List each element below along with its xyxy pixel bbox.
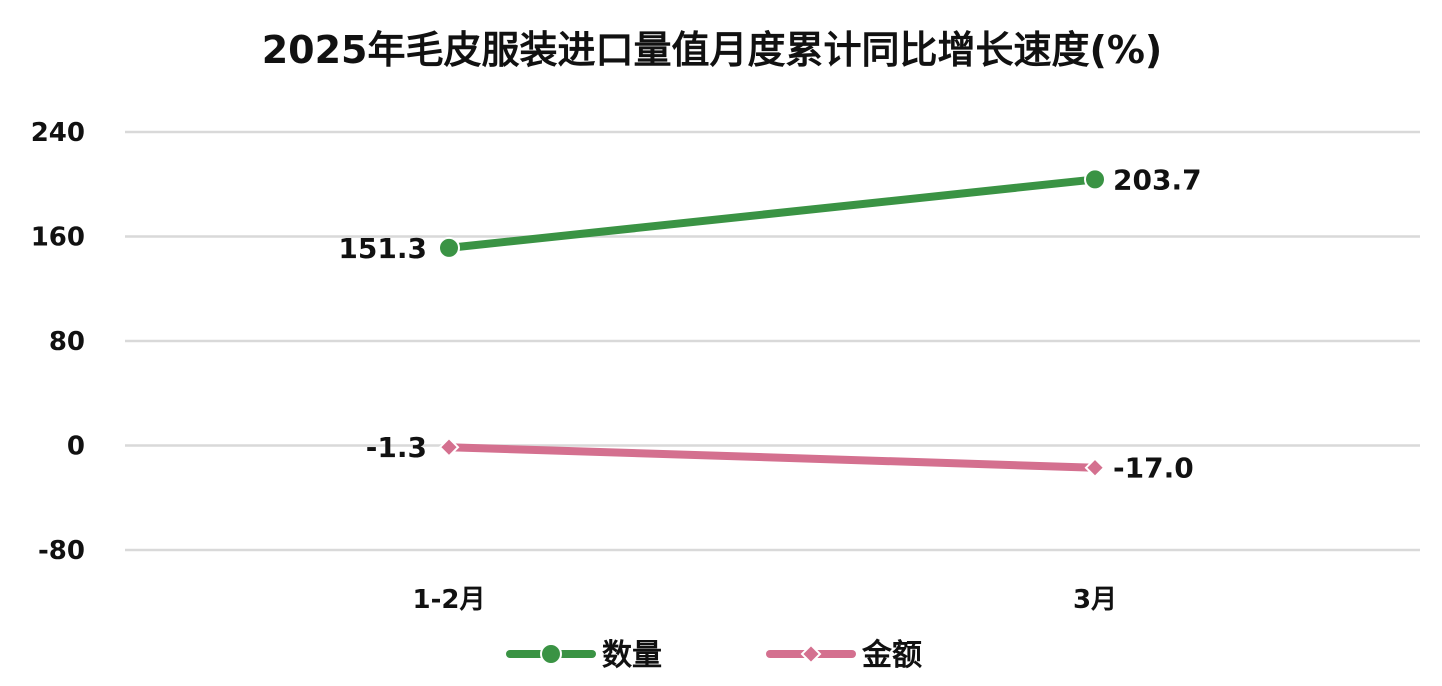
- data-point: [438, 236, 460, 259]
- series-layer: [438, 168, 1106, 479]
- legend-label: 数量: [602, 638, 662, 673]
- series-line: [445, 443, 1099, 472]
- data-label: 203.7: [1113, 163, 1202, 196]
- y-tick-label: 160: [31, 223, 85, 253]
- series-2: [438, 436, 1106, 479]
- legend: 数量 金额: [506, 638, 922, 673]
- legend-marker: [540, 643, 562, 665]
- y-tick-label: -80: [38, 536, 85, 566]
- legend-item: 金额: [766, 638, 922, 673]
- legend-marker: [800, 643, 822, 665]
- x-tick-label: 3月: [1073, 585, 1117, 615]
- series-line: [445, 175, 1099, 252]
- gridlines: [125, 130, 1420, 552]
- data-label: 151.3: [338, 232, 427, 265]
- data-point: [1084, 457, 1106, 479]
- data-point: [438, 436, 460, 458]
- data-point: [1084, 168, 1106, 191]
- y-tick-label: 0: [67, 432, 85, 462]
- y-axis-ticks: 240 160 80 0 -80: [31, 118, 85, 566]
- chart-title: 2025年毛皮服装进口量值月度累计同比增长速度(%): [262, 28, 1163, 72]
- legend-item: 数量: [506, 638, 662, 673]
- series-1: [438, 168, 1106, 259]
- y-tick-label: 80: [49, 327, 85, 357]
- data-label-layer: 151.3 203.7 -1.3 -17.0: [338, 163, 1201, 484]
- x-tick-label: 1-2月: [413, 585, 486, 615]
- x-axis-ticks: 1-2月 3月: [413, 585, 1118, 615]
- y-tick-label: 240: [31, 118, 85, 148]
- legend-label: 金额: [861, 638, 922, 673]
- data-label: -1.3: [366, 431, 427, 464]
- data-label: -17.0: [1113, 452, 1194, 485]
